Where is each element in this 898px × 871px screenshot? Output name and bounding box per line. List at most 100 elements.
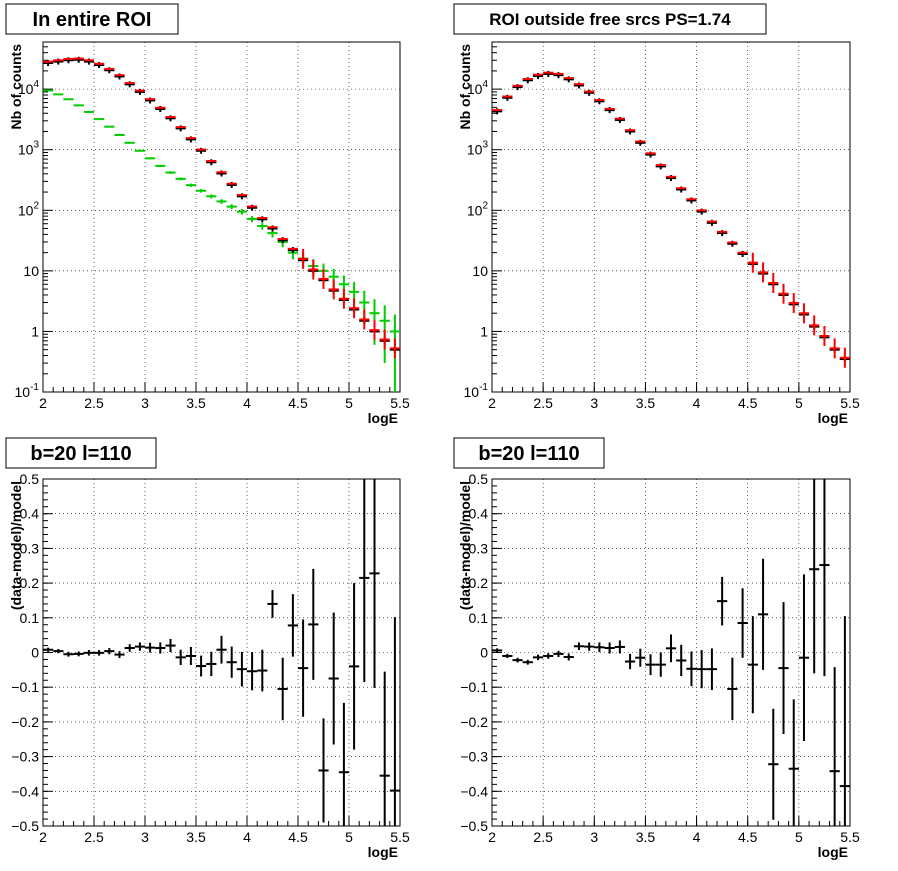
data-point bbox=[145, 642, 156, 653]
data-point bbox=[43, 647, 54, 652]
data-point bbox=[573, 642, 585, 651]
y-tick-label: 0 bbox=[480, 645, 488, 661]
x-axis-label: logE bbox=[368, 844, 398, 860]
data-point bbox=[236, 208, 247, 215]
y-tick-exponent: 3 bbox=[482, 140, 488, 151]
data-point bbox=[308, 568, 319, 680]
data-point bbox=[257, 649, 268, 692]
x-tick-label: 2.5 bbox=[84, 829, 104, 845]
x-tick-label: 4.5 bbox=[288, 395, 308, 411]
data-point bbox=[829, 667, 840, 826]
data-point bbox=[543, 653, 554, 659]
data-point bbox=[686, 651, 697, 687]
x-axis-label: logE bbox=[818, 410, 848, 426]
y-tick-label: 102 bbox=[18, 200, 40, 218]
plot-title: b=20 l=110 bbox=[478, 443, 579, 465]
y-tick-base: 10 bbox=[467, 202, 483, 218]
y-tick-label: 10 bbox=[472, 263, 488, 279]
data-point bbox=[175, 177, 186, 181]
y-tick-label: 0.3 bbox=[469, 540, 489, 556]
data-point bbox=[206, 651, 217, 677]
x-tick-label: 2 bbox=[488, 829, 496, 845]
data-point bbox=[155, 164, 166, 168]
data-point bbox=[63, 651, 74, 657]
y-tick-label: 0.3 bbox=[20, 540, 40, 556]
y-tick-label: 0.2 bbox=[469, 575, 489, 591]
title-box bbox=[453, 437, 605, 469]
x-tick-label: 4 bbox=[243, 829, 251, 845]
data-point bbox=[389, 617, 400, 826]
data-point bbox=[257, 222, 268, 230]
data-point bbox=[594, 642, 605, 653]
plot-title: ROI outside free srcs PS=1.74 bbox=[489, 10, 731, 29]
plot-title: b=20 l=110 bbox=[30, 443, 131, 465]
x-tick-label: 5 bbox=[795, 395, 803, 411]
data-point bbox=[369, 479, 380, 688]
y-tick-label: −0.1 bbox=[460, 679, 488, 695]
y-tick-label: 10-1 bbox=[464, 382, 489, 400]
y-tick-label: 1 bbox=[31, 323, 39, 339]
y-tick-base: 10 bbox=[467, 142, 483, 158]
data-point bbox=[768, 708, 779, 820]
data-point bbox=[522, 659, 533, 665]
data-point bbox=[532, 654, 544, 661]
y-tick-label: −0.3 bbox=[11, 749, 39, 765]
y-tick-exponent: -1 bbox=[30, 382, 39, 393]
data-point bbox=[338, 702, 349, 826]
data-point bbox=[114, 133, 125, 136]
data-point bbox=[185, 646, 196, 665]
data-point bbox=[298, 619, 309, 717]
x-tick-label: 5 bbox=[345, 829, 353, 845]
data-point bbox=[696, 650, 707, 689]
x-tick-label: 3.5 bbox=[636, 395, 656, 411]
y-tick-label: 0.1 bbox=[20, 610, 40, 626]
x-tick-label: 3 bbox=[590, 829, 598, 845]
data-point bbox=[165, 638, 176, 653]
data-point bbox=[318, 718, 329, 823]
y-tick-label: −0.2 bbox=[460, 714, 488, 730]
data-point bbox=[185, 183, 196, 187]
y-axis-label: (data-model)/model bbox=[457, 481, 473, 610]
data-point bbox=[788, 699, 799, 826]
y-tick-label: 0.5 bbox=[469, 471, 489, 487]
data-point bbox=[216, 199, 227, 204]
data-point bbox=[553, 650, 564, 658]
data-point bbox=[267, 590, 278, 618]
y-tick-exponent: -1 bbox=[479, 382, 488, 393]
x-tick-label: 3.5 bbox=[186, 829, 206, 845]
panel-residual-right: 2 2.5 3 3.5 4 4.5 5 5.5 −0.5 −0.4 −0.3 −0.2 −0.1 0 0.1… bbox=[453, 437, 860, 860]
x-axis-label: logE bbox=[368, 410, 398, 426]
data-point bbox=[247, 652, 258, 691]
data-point bbox=[53, 93, 64, 96]
x-tick-label: 4 bbox=[693, 829, 701, 845]
y-tick-label: 0.5 bbox=[20, 471, 40, 487]
data-point bbox=[155, 642, 166, 654]
data-point bbox=[53, 649, 64, 654]
title-box bbox=[453, 3, 767, 35]
y-tick-base: 10 bbox=[464, 384, 480, 400]
x-tick-label: 4 bbox=[243, 395, 251, 411]
x-tick-label: 4.5 bbox=[738, 395, 758, 411]
data-point bbox=[645, 654, 656, 676]
x-tick-label: 5.5 bbox=[390, 395, 410, 411]
x-tick-label: 2 bbox=[488, 395, 496, 411]
data-point bbox=[277, 657, 288, 721]
x-tick-label: 5 bbox=[345, 395, 353, 411]
panel-residual-left: 2 2.5 3 3.5 4 4.5 5 5.5 −0.5 −0.4 −0.3 −0.2 −0.1 0 0.1… bbox=[5, 437, 410, 860]
data-point bbox=[196, 655, 207, 677]
y-tick-base: 10 bbox=[467, 81, 483, 97]
data-point bbox=[727, 657, 738, 721]
data-point bbox=[349, 583, 360, 750]
data-point bbox=[206, 194, 217, 199]
model-series bbox=[492, 71, 850, 368]
y-tick-label: 10 bbox=[23, 263, 39, 279]
data-point bbox=[328, 612, 339, 745]
x-tick-label: 5.5 bbox=[840, 829, 860, 845]
data-point bbox=[73, 104, 84, 107]
y-tick-label: 0.2 bbox=[20, 575, 40, 591]
data-point bbox=[655, 652, 666, 677]
data-point bbox=[624, 653, 636, 670]
y-tick-label: 103 bbox=[467, 140, 489, 158]
